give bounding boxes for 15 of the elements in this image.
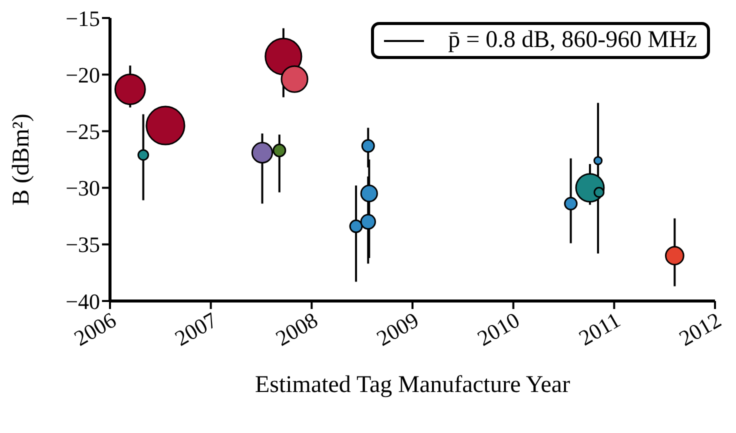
x-tick-label: 2011 [574,307,624,350]
y-tick-label: −30 [66,176,100,201]
y-tick-label: −25 [66,119,100,144]
x-axis-title: Estimated Tag Manufacture Year [254,372,570,398]
y-tick-label: −20 [66,62,100,88]
y-axis-title: B (dBm²) [8,114,35,206]
legend-label: p̄ = 0.8 dB, 860-960 MHz [448,27,697,54]
x-tick-label: 2010 [473,307,524,351]
y-tick-label: −35 [66,232,100,258]
y-tick-label: −40 [66,288,100,314]
x-tick-label: 2007 [170,307,222,351]
x-tick-label: 2012 [674,307,726,351]
x-tick-label: 2008 [271,307,322,351]
y-tick-label: −15 [66,6,100,31]
x-tick-label: 2009 [372,307,423,351]
